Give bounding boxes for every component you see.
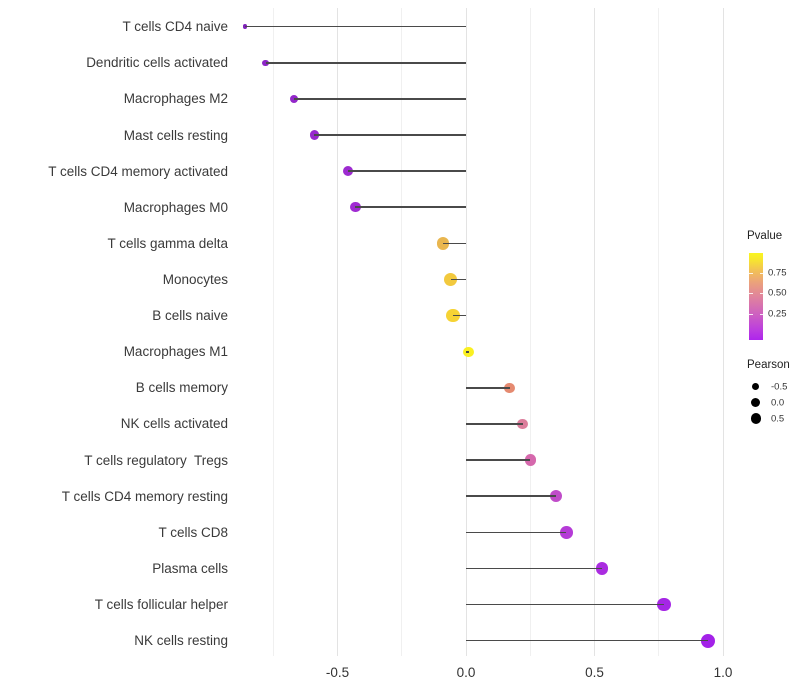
colorbar-tick-label: 0.75 <box>768 266 787 278</box>
category-label: Macrophages M2 <box>123 91 228 107</box>
lollipop-stem <box>442 242 466 245</box>
lollipop-stem <box>466 423 523 425</box>
category-label: NK cells activated <box>120 416 228 432</box>
lollipop-stem <box>466 350 469 353</box>
gridline-x--0.25 <box>401 8 403 656</box>
pearson-size-key-label: 0.0 <box>771 396 785 408</box>
x-tick-label: 0.0 <box>456 665 476 680</box>
gridline-x-0.75 <box>658 8 660 656</box>
lollipop-dot <box>446 308 460 323</box>
category-label: T cells regulatory Tregs <box>84 452 228 468</box>
pearson-size-key-dot <box>751 398 761 408</box>
category-label: T cells CD8 <box>158 524 228 540</box>
category-label: Dendritic cells activated <box>86 55 228 71</box>
lollipop-stem <box>466 459 531 461</box>
pearson-size-key-label: 0.5 <box>771 412 785 424</box>
category-label: Monocytes <box>162 272 228 288</box>
pearson-size-key-label: -0.5 <box>771 380 788 392</box>
pearson-size-key-dot <box>750 413 761 424</box>
lollipop-dot <box>350 202 361 213</box>
lollipop-stem <box>466 495 556 498</box>
category-label: T cells follicular helper <box>94 597 228 613</box>
gridline-x-0.50 <box>594 8 595 656</box>
lollipop-dot <box>657 597 671 612</box>
gridline-x--0.75 <box>272 8 274 656</box>
lollipop-stem <box>265 62 466 64</box>
colorbar-tick-mark <box>759 314 763 315</box>
lollipop-stem <box>244 25 466 28</box>
category-label: T cells CD4 memory resting <box>61 488 228 504</box>
lollipop-stem <box>355 206 466 209</box>
colorbar-tick-label: 0.50 <box>768 287 787 299</box>
colorbar-tick-label: 0.25 <box>768 308 787 320</box>
category-label: NK cells resting <box>134 633 228 649</box>
pvalue-legend-title: Pvalue <box>747 230 783 242</box>
lollipop-stem <box>466 639 708 642</box>
lollipop-dot <box>443 272 458 287</box>
colorbar-tick-mark <box>759 272 763 274</box>
category-label: Mast cells resting <box>123 127 228 143</box>
lollipop-stem <box>466 567 603 570</box>
lollipop-dot <box>559 526 573 539</box>
category-label: T cells CD4 naive <box>122 19 228 35</box>
lollipop-stem <box>453 314 466 317</box>
gridline-x-1.00 <box>722 8 724 656</box>
gridline-x-0.00 <box>465 8 467 656</box>
lollipop-stem <box>293 98 466 100</box>
pearson-legend-title: Pearson <box>747 359 790 371</box>
colorbar-tick-mark <box>749 293 753 295</box>
category-label: B cells naive <box>152 308 228 324</box>
gridline-x--0.50 <box>337 8 338 656</box>
category-label: T cells CD4 memory activated <box>48 163 228 179</box>
lollipop-stem <box>347 170 466 172</box>
colorbar-tick-mark <box>749 272 753 274</box>
lollipop-dot <box>700 633 715 648</box>
x-tick-label: -0.5 <box>325 665 350 680</box>
gridline-x-0.25 <box>529 8 531 656</box>
colorbar-tick-mark <box>749 314 753 315</box>
category-label: Macrophages M0 <box>123 199 228 215</box>
lollipop-stem <box>466 531 567 534</box>
lollipop-stem <box>450 278 466 281</box>
lollipop-stem <box>466 603 664 606</box>
category-label: Plasma cells <box>152 560 228 576</box>
category-label: T cells gamma delta <box>107 235 228 251</box>
lollipop-dot <box>549 490 562 503</box>
x-tick-label: 1.0 <box>713 665 733 680</box>
colorbar-tick-mark <box>759 293 763 295</box>
lollipop-stem <box>314 134 466 136</box>
pvalue-colorbar <box>749 253 763 340</box>
lollipop-stem <box>466 387 510 389</box>
pearson-size-key-dot <box>752 383 760 391</box>
category-label: Macrophages M1 <box>123 344 228 360</box>
x-tick-label: 0.5 <box>585 665 604 680</box>
category-label: B cells memory <box>135 380 228 396</box>
